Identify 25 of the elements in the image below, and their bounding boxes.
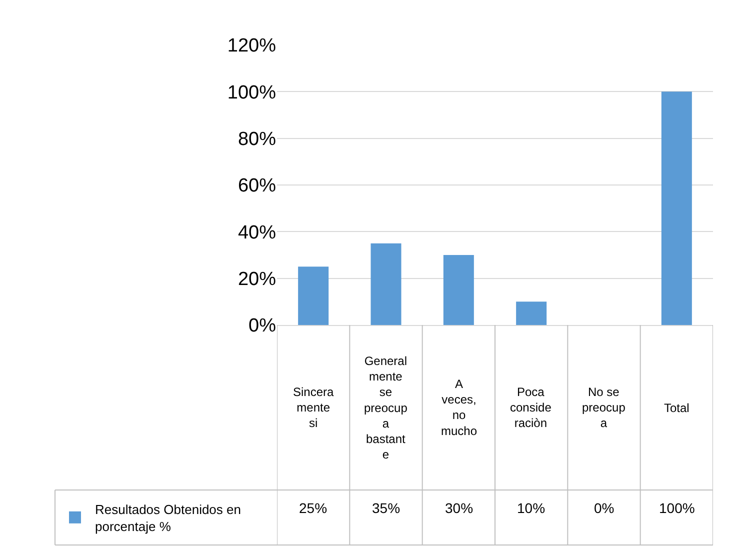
y-tick-label: 20%	[238, 268, 276, 290]
data-label: 100%	[659, 500, 695, 516]
y-tick-label: 100%	[227, 82, 276, 104]
bar	[661, 92, 692, 325]
data-label: 10%	[517, 500, 546, 516]
bar	[443, 255, 474, 325]
legend-label: Resultados Obtenidos en porcentaje %	[95, 502, 241, 534]
x-tick-label: Total	[664, 401, 690, 415]
y-tick-label: 40%	[238, 222, 276, 244]
x-tick-label: Generalmente se preocupa bastante	[364, 354, 408, 462]
y-tick-label: 120%	[227, 36, 276, 57]
bar	[370, 243, 402, 325]
y-tick-label: 60%	[238, 176, 276, 197]
x-tick-label: Poca consideraciòn	[510, 385, 552, 430]
x-tick-label: No se preocupa	[582, 385, 626, 430]
x-tick-label: Sinceramente si	[293, 385, 334, 430]
x-tick-label: A veces, no mucho	[441, 377, 478, 438]
data-label: 0%	[594, 500, 614, 516]
y-tick-label: 80%	[238, 128, 276, 150]
data-label: 35%	[372, 500, 400, 516]
data-label: 30%	[445, 500, 474, 516]
bar	[298, 266, 329, 325]
bar	[516, 302, 547, 325]
data-label: 25%	[299, 500, 328, 516]
y-tick-label: 0%	[248, 316, 276, 337]
